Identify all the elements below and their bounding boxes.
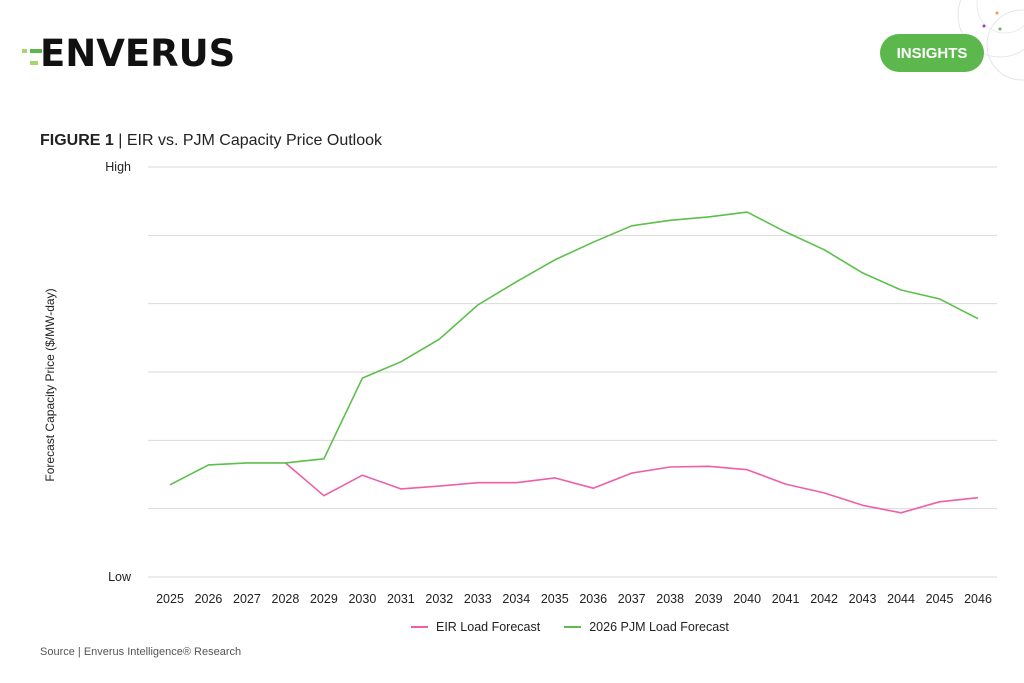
x-tick-label: 2039 bbox=[695, 592, 723, 606]
x-tick-label: 2027 bbox=[233, 592, 261, 606]
x-tick-label: 2037 bbox=[618, 592, 646, 606]
x-tick-label: 2035 bbox=[541, 592, 569, 606]
figure-title-text: EIR vs. PJM Capacity Price Outlook bbox=[126, 132, 383, 149]
x-tick-label: 2041 bbox=[772, 592, 800, 606]
figure-separator: | bbox=[113, 132, 127, 149]
x-tick-label: 2033 bbox=[464, 592, 492, 606]
legend-label-eir: EIR Load Forecast bbox=[436, 620, 541, 634]
x-tick-label: 2040 bbox=[733, 592, 761, 606]
legend-swatch-pjm bbox=[564, 626, 582, 628]
series-line-eir bbox=[284, 462, 979, 514]
logo-text: ENVERUS bbox=[40, 32, 236, 75]
y-tick-label-high: High bbox=[105, 160, 131, 174]
series-line-pjm bbox=[169, 211, 979, 486]
x-tick-label: 2043 bbox=[849, 592, 877, 606]
x-tick-label: 2042 bbox=[810, 592, 838, 606]
source-note: Source | Enverus Intelligence® Research bbox=[40, 646, 242, 658]
legend: EIR Load Forecast 2026 PJM Load Forecast bbox=[411, 620, 729, 634]
x-tick-label: 2032 bbox=[425, 592, 453, 606]
x-tick-label: 2025 bbox=[156, 592, 184, 606]
enverus-logo: ENVERUS bbox=[20, 34, 235, 74]
logo-mark-icon bbox=[22, 49, 42, 65]
legend-item-eir: EIR Load Forecast bbox=[411, 620, 540, 634]
x-tick-label: 2031 bbox=[387, 592, 415, 606]
x-tick-label: 2034 bbox=[502, 592, 530, 606]
y-tick-label-low: Low bbox=[108, 570, 132, 584]
x-tick-label: 2046 bbox=[964, 592, 992, 606]
x-tick-label: 2038 bbox=[656, 592, 684, 606]
legend-swatch-eir bbox=[411, 626, 428, 628]
x-tick-label: 2044 bbox=[887, 592, 915, 606]
x-tick-label: 2029 bbox=[310, 592, 338, 606]
x-tick-label: 2045 bbox=[926, 592, 954, 606]
legend-item-pjm: 2026 PJM Load Forecast bbox=[564, 620, 729, 634]
x-tick-label: 2028 bbox=[272, 592, 300, 606]
figure-title: FIGURE 1 | EIR vs. PJM Capacity Price Ou… bbox=[40, 132, 382, 150]
x-tick-label: 2036 bbox=[579, 592, 607, 606]
figure-label: FIGURE 1 bbox=[40, 132, 114, 149]
x-tick-label: 2030 bbox=[348, 592, 376, 606]
insights-badge: INSIGHTS bbox=[880, 34, 984, 72]
decorative-circles-icon bbox=[957, 0, 1024, 81]
legend-label-pjm: 2026 PJM Load Forecast bbox=[589, 620, 729, 634]
x-tick-label: 2026 bbox=[195, 592, 223, 606]
